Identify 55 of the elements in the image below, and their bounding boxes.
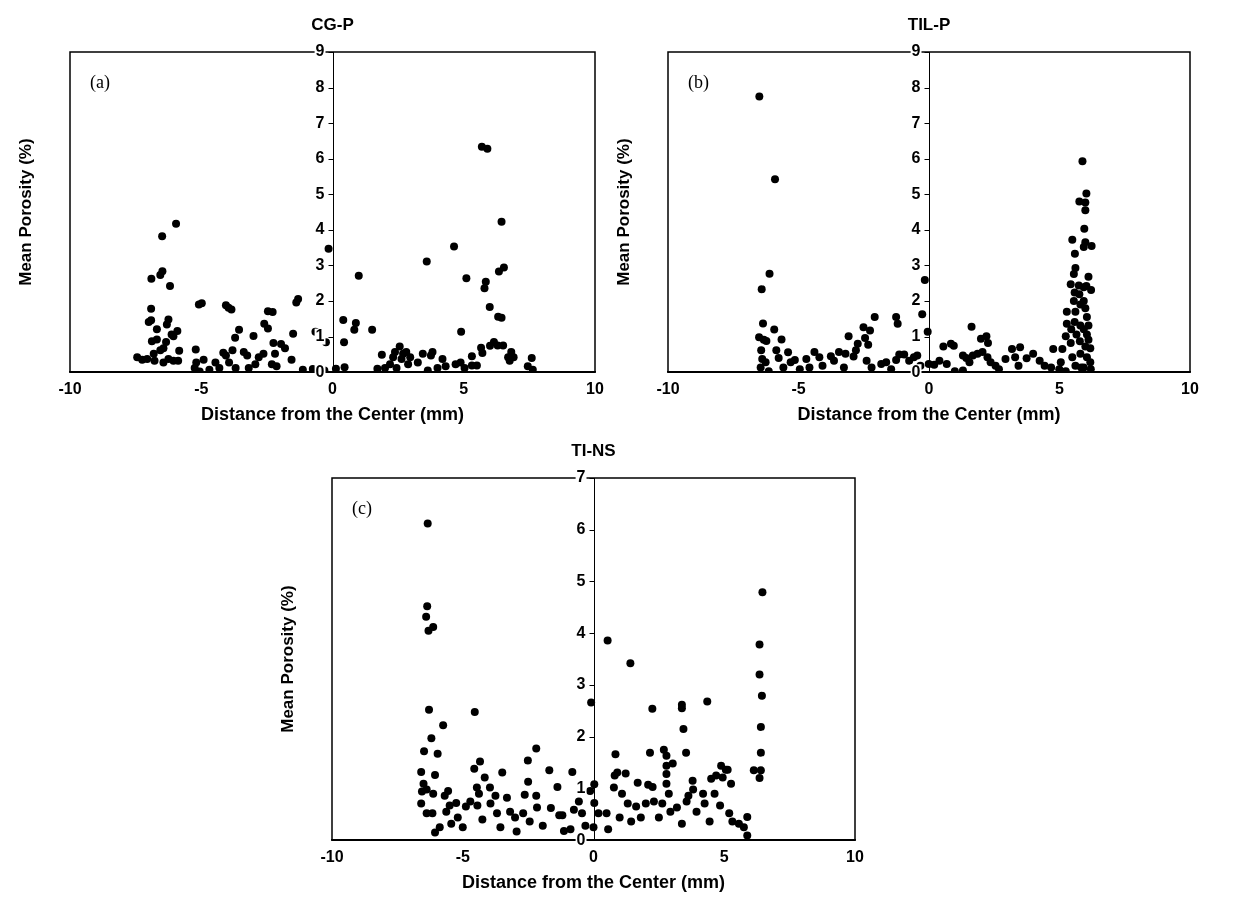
x-tick-label: -5 (194, 380, 209, 398)
chart-title: CG-P (311, 15, 354, 35)
y-tick-label: 8 (911, 77, 921, 95)
annotation: (b) (688, 71, 709, 93)
x-tick-label: 10 (846, 848, 864, 866)
x-tick-label: 0 (589, 848, 599, 866)
y-tick-label: 6 (576, 520, 586, 538)
chart-title: TI-NS (571, 441, 616, 461)
x-tick-label: 5 (459, 380, 469, 398)
y-tick-label: 1 (911, 327, 921, 345)
y-tick-label: 5 (315, 184, 325, 202)
x-tick-label: -10 (58, 380, 82, 398)
x-tick-label: 5 (1055, 380, 1065, 398)
y-tick-label: 9 (315, 42, 325, 60)
y-axis-title: Mean Porosity (%) (15, 138, 35, 286)
y-tick-label: 3 (576, 675, 586, 693)
x-tick-label: -10 (320, 848, 344, 866)
y-tick-label: 0 (911, 362, 921, 380)
y-tick-label: 0 (315, 362, 325, 380)
y-tick-label: 4 (315, 220, 325, 238)
chart-title: TIL-P (907, 15, 951, 35)
y-tick-label: 3 (911, 255, 921, 273)
x-tick-label: 0 (924, 380, 934, 398)
y-tick-label: 6 (315, 149, 325, 167)
annotation: (c) (352, 497, 372, 519)
x-tick-label: -5 (791, 380, 806, 398)
y-tick-label: 4 (911, 220, 921, 238)
y-tick-label: 0 (576, 830, 586, 848)
x-tick-label: 0 (328, 380, 338, 398)
y-tick-label: 7 (576, 468, 586, 486)
y-tick-label: 1 (315, 327, 325, 345)
x-axis-title: Distance from the Center (mm) (461, 872, 726, 893)
annotation: (a) (90, 71, 110, 93)
y-tick-label: 2 (911, 291, 921, 309)
y-tick-label: 2 (315, 291, 325, 309)
y-tick-label: 9 (911, 42, 921, 60)
x-tick-label: 10 (1181, 380, 1199, 398)
y-tick-label: 7 (911, 113, 921, 131)
x-tick-label: 10 (586, 380, 604, 398)
y-tick-label: 8 (315, 77, 325, 95)
x-tick-label: 5 (719, 848, 729, 866)
y-axis-title: Mean Porosity (%) (613, 138, 633, 286)
x-tick-label: -5 (455, 848, 470, 866)
x-tick-label: -10 (656, 380, 680, 398)
x-axis-title: Distance from the Center (mm) (200, 404, 465, 425)
y-axis-title: Mean Porosity (%) (277, 585, 297, 733)
x-axis-title: Distance from the Center (mm) (797, 404, 1061, 425)
y-tick-label: 7 (315, 113, 325, 131)
y-tick-label: 1 (576, 778, 586, 796)
y-tick-label: 3 (315, 255, 325, 273)
y-tick-label: 6 (911, 149, 921, 167)
y-tick-label: 4 (576, 623, 586, 641)
y-tick-label: 2 (576, 727, 586, 745)
y-tick-label: 5 (911, 184, 921, 202)
y-tick-label: 5 (576, 571, 586, 589)
